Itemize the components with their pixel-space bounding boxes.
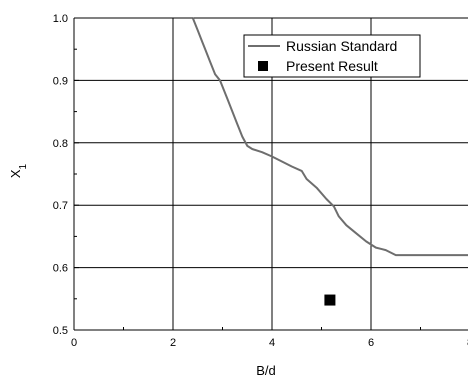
- x-tick-label: 6: [368, 337, 374, 349]
- present-result-marker: [324, 294, 336, 306]
- y-tick-label: 0.9: [53, 75, 68, 87]
- y-axis-title-subscript: 1: [18, 163, 29, 169]
- legend-label: Russian Standard: [286, 38, 397, 54]
- y-axis-title-main: X: [8, 169, 23, 178]
- y-tick-label: 0.5: [53, 325, 68, 337]
- legend-square-swatch: [258, 61, 268, 71]
- x-tick-label: 0: [71, 337, 77, 349]
- x-axis-title: B/d: [256, 363, 276, 378]
- x-tick-label: 2: [170, 337, 176, 349]
- x-tick-label: 4: [269, 337, 275, 349]
- y-tick-label: 0.6: [53, 263, 68, 275]
- y-tick-label: 0.7: [53, 200, 68, 212]
- legend-box: [243, 34, 421, 78]
- axes-layer: 0 2 4 6 8 0.5 0.6 0.7 0.8 0.9 1.0: [53, 13, 468, 349]
- y-tick-label: 1.0: [53, 13, 68, 25]
- series-layer: [191, 17, 468, 306]
- legend: Russian Standard Present Result: [243, 34, 421, 78]
- y-tick-label: 0.8: [53, 138, 68, 150]
- legend-label: Present Result: [286, 58, 378, 74]
- y-axis-title: X1: [8, 163, 29, 178]
- x-tick-label: 8: [467, 337, 468, 349]
- russian-standard-line: [191, 17, 468, 257]
